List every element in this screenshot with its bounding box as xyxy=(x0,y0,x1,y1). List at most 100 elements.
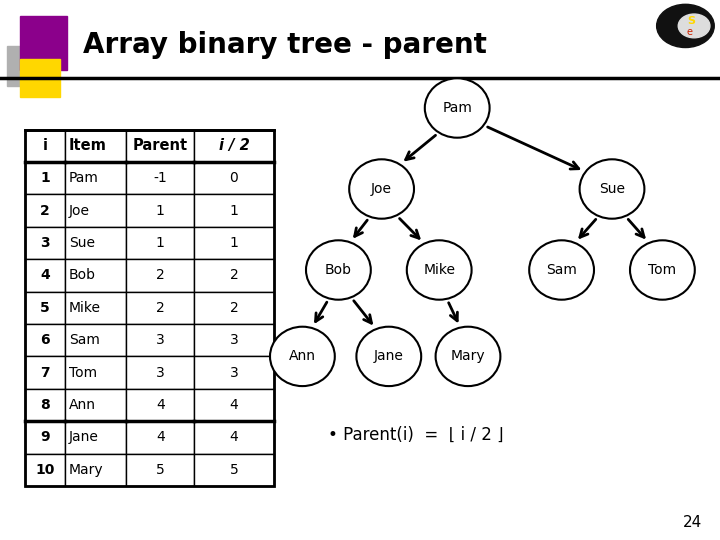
Bar xyxy=(25,454,65,486)
Text: 3: 3 xyxy=(230,366,238,380)
Bar xyxy=(65,454,126,486)
Ellipse shape xyxy=(580,159,644,219)
Text: Mike: Mike xyxy=(423,263,455,277)
Bar xyxy=(194,162,274,194)
Text: 10: 10 xyxy=(35,463,55,477)
Text: 1: 1 xyxy=(230,204,238,218)
Bar xyxy=(126,389,194,421)
Bar xyxy=(25,130,65,162)
Bar xyxy=(65,194,126,227)
Bar xyxy=(25,324,65,356)
Text: Tom: Tom xyxy=(69,366,97,380)
Text: e: e xyxy=(686,28,692,37)
Bar xyxy=(25,389,65,421)
Circle shape xyxy=(678,14,710,38)
Text: 7: 7 xyxy=(40,366,50,380)
Text: Sam: Sam xyxy=(546,263,577,277)
Bar xyxy=(194,194,274,227)
Ellipse shape xyxy=(529,240,594,300)
Text: i / 2: i / 2 xyxy=(219,138,249,153)
Bar xyxy=(126,292,194,324)
Bar xyxy=(25,162,65,194)
Text: Jane: Jane xyxy=(374,349,404,363)
Bar xyxy=(126,356,194,389)
Ellipse shape xyxy=(407,240,472,300)
Ellipse shape xyxy=(436,327,500,386)
Bar xyxy=(7,46,50,86)
Text: 5: 5 xyxy=(40,301,50,315)
Bar xyxy=(194,324,274,356)
Text: 0: 0 xyxy=(230,171,238,185)
Bar xyxy=(65,162,126,194)
Text: 3: 3 xyxy=(156,366,165,380)
Bar xyxy=(126,454,194,486)
Text: Pam: Pam xyxy=(69,171,99,185)
Circle shape xyxy=(657,4,714,48)
Ellipse shape xyxy=(425,78,490,138)
Text: 6: 6 xyxy=(40,333,50,347)
Bar xyxy=(65,421,126,454)
Bar xyxy=(25,356,65,389)
Text: 5: 5 xyxy=(156,463,165,477)
Text: 4: 4 xyxy=(230,430,238,444)
Text: 3: 3 xyxy=(40,236,50,250)
Bar xyxy=(194,454,274,486)
Bar xyxy=(194,292,274,324)
Text: Mary: Mary xyxy=(451,349,485,363)
Text: 9: 9 xyxy=(40,430,50,444)
Text: 5: 5 xyxy=(230,463,238,477)
Text: 1: 1 xyxy=(230,236,238,250)
Bar xyxy=(194,227,274,259)
Bar xyxy=(25,259,65,292)
Text: 1: 1 xyxy=(156,204,165,218)
Text: 1: 1 xyxy=(156,236,165,250)
Ellipse shape xyxy=(630,240,695,300)
Text: 4: 4 xyxy=(156,430,165,444)
Text: 2: 2 xyxy=(40,204,50,218)
Ellipse shape xyxy=(356,327,421,386)
Bar xyxy=(194,389,274,421)
Text: Item: Item xyxy=(69,138,107,153)
Text: Sue: Sue xyxy=(599,182,625,196)
Text: Sue: Sue xyxy=(69,236,95,250)
Bar xyxy=(65,227,126,259)
Bar xyxy=(25,227,65,259)
Text: 4: 4 xyxy=(230,398,238,412)
Bar xyxy=(194,356,274,389)
Text: -1: -1 xyxy=(153,171,167,185)
Text: Tom: Tom xyxy=(648,263,677,277)
Ellipse shape xyxy=(349,159,414,219)
Bar xyxy=(65,259,126,292)
Text: S: S xyxy=(687,16,696,25)
Bar xyxy=(194,259,274,292)
Bar xyxy=(25,194,65,227)
Bar xyxy=(20,59,60,97)
Bar xyxy=(65,324,126,356)
Bar xyxy=(126,324,194,356)
Ellipse shape xyxy=(270,327,335,386)
Text: 8: 8 xyxy=(40,398,50,412)
Bar xyxy=(65,130,126,162)
Text: Bob: Bob xyxy=(69,268,96,282)
Text: i: i xyxy=(42,138,48,153)
Text: Joe: Joe xyxy=(69,204,90,218)
Text: Sam: Sam xyxy=(69,333,100,347)
Bar xyxy=(25,292,65,324)
Text: 3: 3 xyxy=(156,333,165,347)
Text: 24: 24 xyxy=(683,515,702,530)
Text: Joe: Joe xyxy=(371,182,392,196)
Text: Parent: Parent xyxy=(132,138,188,153)
Bar xyxy=(126,421,194,454)
Text: Mary: Mary xyxy=(69,463,104,477)
Bar xyxy=(65,356,126,389)
Text: 4: 4 xyxy=(40,268,50,282)
Text: Mike: Mike xyxy=(69,301,101,315)
Bar xyxy=(126,227,194,259)
Text: 2: 2 xyxy=(156,301,165,315)
Text: Ann: Ann xyxy=(69,398,96,412)
Bar xyxy=(126,130,194,162)
Text: Array binary tree - parent: Array binary tree - parent xyxy=(83,31,487,59)
Text: 4: 4 xyxy=(156,398,165,412)
Text: Bob: Bob xyxy=(325,263,352,277)
Text: Ann: Ann xyxy=(289,349,316,363)
